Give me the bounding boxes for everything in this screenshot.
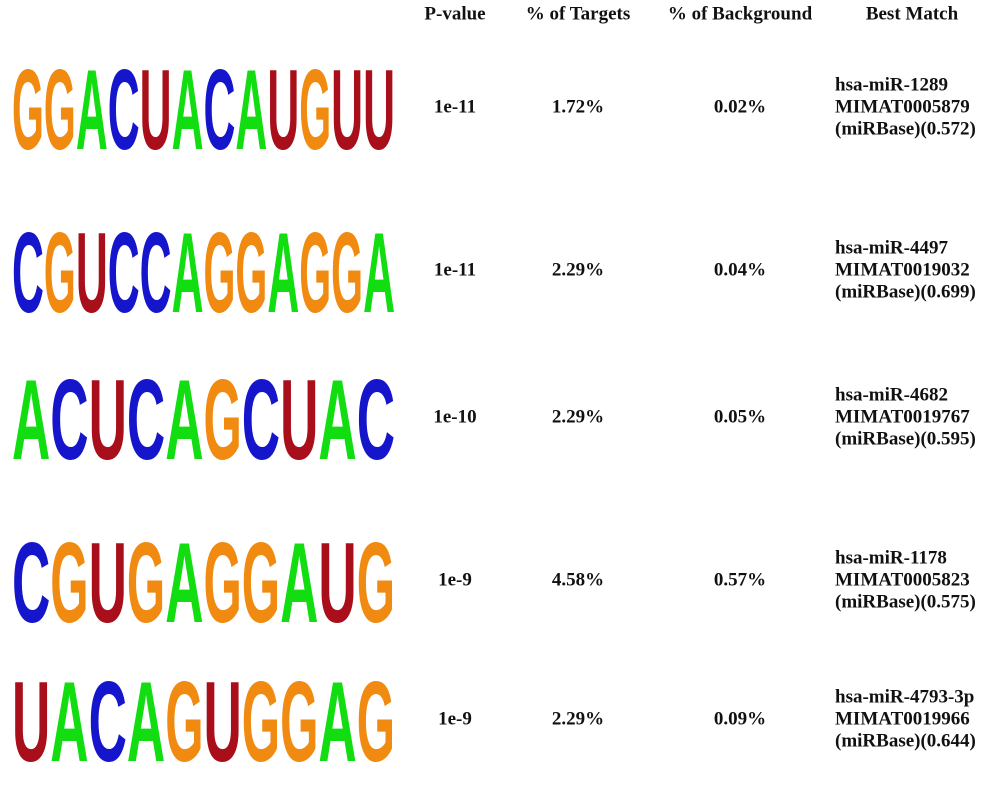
column-header: Best Match (866, 3, 959, 24)
logo-letter: G (50, 519, 88, 647)
column-header: P-value (424, 3, 485, 24)
logo-letter: G (12, 46, 44, 174)
logo-letter: A (235, 46, 267, 174)
logo-letter: U (89, 519, 127, 647)
logo-letter: A (318, 356, 356, 484)
best-match-line: hsa-miR-1289 (835, 74, 948, 95)
best-match-line: MIMAT0019966 (835, 708, 970, 729)
logo-letter: C (89, 658, 127, 786)
logo-letter: G (242, 519, 280, 647)
logo-letter: G (242, 658, 280, 786)
best-match-line: hsa-miR-1178 (835, 547, 947, 568)
logo-letter: G (165, 658, 203, 786)
logo-letter: A (127, 658, 165, 786)
best-match-line: (miRBase)(0.644) (835, 730, 976, 751)
logo-letter: G (235, 209, 267, 337)
logo-letter: U (12, 658, 50, 786)
best-match-line: MIMAT0019767 (835, 406, 970, 427)
logo-letter: C (108, 46, 140, 174)
logo-letter: U (280, 356, 318, 484)
best-match-line: (miRBase)(0.575) (835, 591, 976, 612)
logo-letter: A (165, 519, 203, 647)
logo-letter: G (204, 209, 236, 337)
percent-background: 0.09% (714, 708, 766, 729)
logo-letter: G (44, 209, 76, 337)
logo-letter: C (127, 356, 165, 484)
logo-letter: C (12, 209, 44, 337)
logo-letter: G (127, 519, 165, 647)
logo-letter: U (140, 46, 172, 174)
percent-background: 0.04% (714, 259, 766, 280)
logo-letter: A (172, 209, 204, 337)
p-value: 1e-11 (434, 259, 476, 280)
logo-letter: A (363, 209, 395, 337)
logo-letter: C (242, 356, 280, 484)
logo-letter: A (165, 356, 203, 484)
logo-letter: A (280, 519, 318, 647)
logo-letter: G (204, 519, 242, 647)
logo-letter: U (89, 356, 127, 484)
logo-letter: U (318, 519, 356, 647)
logo-letter: U (363, 46, 395, 174)
best-match-line: MIMAT0019032 (835, 259, 970, 280)
logo-letter: C (357, 356, 395, 484)
logo-letter: G (357, 519, 395, 647)
logo-letter: G (280, 658, 318, 786)
percent-targets: 4.58% (552, 569, 604, 590)
percent-targets: 1.72% (552, 96, 604, 117)
percent-background: 0.05% (714, 406, 766, 427)
percent-targets: 2.29% (552, 406, 604, 427)
logo-letter: G (299, 46, 331, 174)
logo-letter: A (50, 658, 88, 786)
logo-letter: C (204, 46, 236, 174)
p-value: 1e-9 (438, 569, 472, 590)
p-value: 1e-11 (434, 96, 476, 117)
percent-targets: 2.29% (552, 259, 604, 280)
logo-letter: C (140, 209, 172, 337)
logo-letter: A (318, 658, 356, 786)
logo-letter: U (76, 209, 108, 337)
logo-letter: C (108, 209, 140, 337)
best-match-line: (miRBase)(0.595) (835, 428, 976, 449)
logo-letter: A (76, 46, 108, 174)
p-value: 1e-10 (433, 406, 476, 427)
logo-letter: A (172, 46, 204, 174)
logo-letter: U (267, 46, 299, 174)
logo-letter: G (299, 209, 331, 337)
percent-background: 0.02% (714, 96, 766, 117)
logo-letter: C (12, 519, 50, 647)
best-match-line: hsa-miR-4793-3p (835, 686, 974, 707)
best-match-line: (miRBase)(0.572) (835, 118, 976, 139)
logo-letter: G (331, 209, 363, 337)
logo-letter: C (50, 356, 88, 484)
p-value: 1e-9 (438, 708, 472, 729)
logo-letter: U (331, 46, 363, 174)
column-header: % of Background (668, 3, 813, 24)
logo-letter: G (204, 356, 242, 484)
logo-letter: A (267, 209, 299, 337)
best-match-line: MIMAT0005879 (835, 96, 970, 117)
best-match-line: MIMAT0005823 (835, 569, 970, 590)
percent-background: 0.57% (714, 569, 766, 590)
column-header: % of Targets (526, 3, 631, 24)
best-match-line: hsa-miR-4682 (835, 384, 948, 405)
best-match-line: (miRBase)(0.699) (835, 281, 976, 302)
logo-letter: G (44, 46, 76, 174)
logo-letter: A (12, 356, 50, 484)
percent-targets: 2.29% (552, 708, 604, 729)
logo-letter: G (357, 658, 395, 786)
logo-letter: U (204, 658, 242, 786)
best-match-line: hsa-miR-4497 (835, 237, 948, 258)
